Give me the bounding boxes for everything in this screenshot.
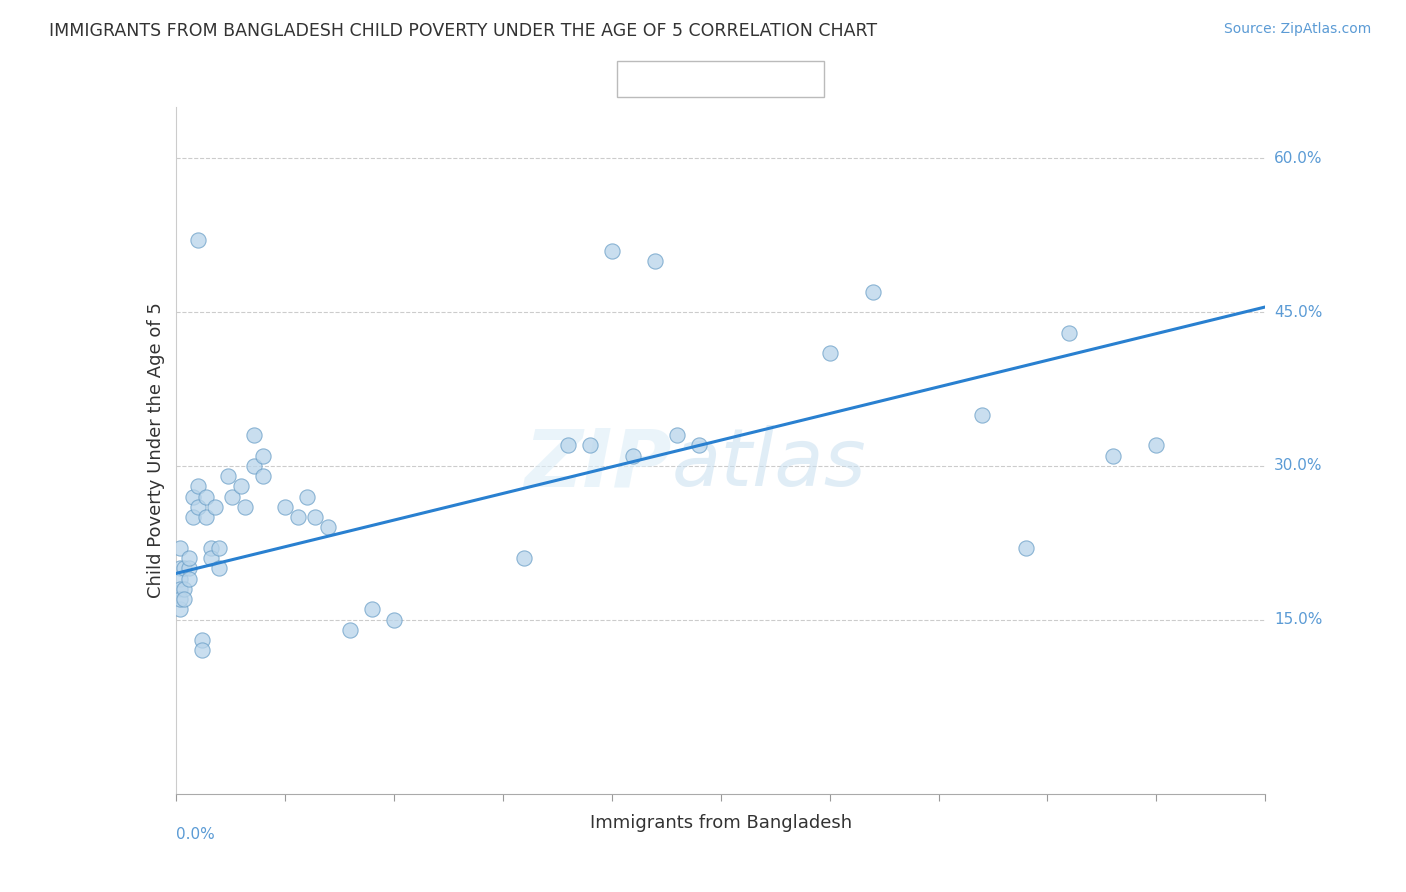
- Point: [382, 613, 405, 627]
- Point: [169, 561, 191, 575]
- Point: [217, 469, 239, 483]
- Text: 0.0%: 0.0%: [176, 827, 215, 842]
- Text: 60.0%: 60.0%: [1274, 151, 1323, 166]
- Text: N =: N =: [716, 70, 759, 89]
- Point: [186, 500, 209, 514]
- Point: [666, 428, 689, 442]
- Point: [621, 449, 644, 463]
- Point: [295, 490, 318, 504]
- Point: [169, 582, 191, 596]
- Point: [274, 500, 297, 514]
- Point: [173, 561, 195, 575]
- Point: [221, 490, 243, 504]
- FancyBboxPatch shape: [617, 61, 824, 96]
- Point: [231, 479, 253, 493]
- Point: [600, 244, 623, 258]
- Point: [1144, 438, 1167, 452]
- Point: [318, 520, 340, 534]
- Point: [243, 428, 266, 442]
- Text: 66: 66: [759, 70, 783, 89]
- Point: [169, 541, 191, 555]
- Point: [304, 510, 326, 524]
- Point: [1015, 541, 1038, 555]
- Point: [169, 602, 191, 616]
- Text: 45.0%: 45.0%: [1274, 304, 1323, 319]
- Point: [557, 438, 579, 452]
- Point: [191, 643, 214, 657]
- Point: [169, 592, 191, 607]
- Text: 30.0%: 30.0%: [1274, 458, 1323, 474]
- Point: [243, 458, 266, 473]
- Point: [208, 541, 231, 555]
- Point: [1102, 449, 1125, 463]
- Point: [513, 551, 536, 566]
- Point: [169, 572, 191, 586]
- X-axis label: Immigrants from Bangladesh: Immigrants from Bangladesh: [589, 814, 852, 832]
- Point: [644, 253, 666, 268]
- Point: [862, 285, 884, 299]
- Point: [186, 479, 209, 493]
- Point: [177, 561, 200, 575]
- Point: [173, 582, 195, 596]
- Point: [579, 438, 602, 452]
- Point: [181, 510, 204, 524]
- Text: R =: R =: [634, 70, 678, 89]
- Text: ZIP: ZIP: [524, 425, 672, 503]
- Point: [688, 438, 710, 452]
- Point: [287, 510, 309, 524]
- Point: [186, 233, 209, 247]
- Point: [970, 408, 993, 422]
- Text: Source: ZipAtlas.com: Source: ZipAtlas.com: [1223, 22, 1371, 37]
- Point: [252, 449, 274, 463]
- Point: [360, 602, 382, 616]
- Y-axis label: Child Poverty Under the Age of 5: Child Poverty Under the Age of 5: [146, 302, 165, 599]
- Point: [191, 633, 214, 648]
- Point: [177, 551, 200, 566]
- Point: [200, 541, 222, 555]
- Point: [1057, 326, 1080, 340]
- Point: [181, 490, 204, 504]
- Point: [173, 592, 195, 607]
- Point: [177, 572, 200, 586]
- Point: [195, 510, 218, 524]
- Point: [235, 500, 257, 514]
- Point: [818, 346, 841, 360]
- Point: [252, 469, 274, 483]
- Text: 0.452: 0.452: [678, 70, 733, 89]
- Point: [339, 623, 361, 637]
- Point: [204, 500, 226, 514]
- Text: atlas: atlas: [672, 425, 866, 503]
- Point: [200, 551, 222, 566]
- Text: IMMIGRANTS FROM BANGLADESH CHILD POVERTY UNDER THE AGE OF 5 CORRELATION CHART: IMMIGRANTS FROM BANGLADESH CHILD POVERTY…: [49, 22, 877, 40]
- Point: [195, 490, 218, 504]
- Point: [208, 561, 231, 575]
- Text: 15.0%: 15.0%: [1274, 612, 1323, 627]
